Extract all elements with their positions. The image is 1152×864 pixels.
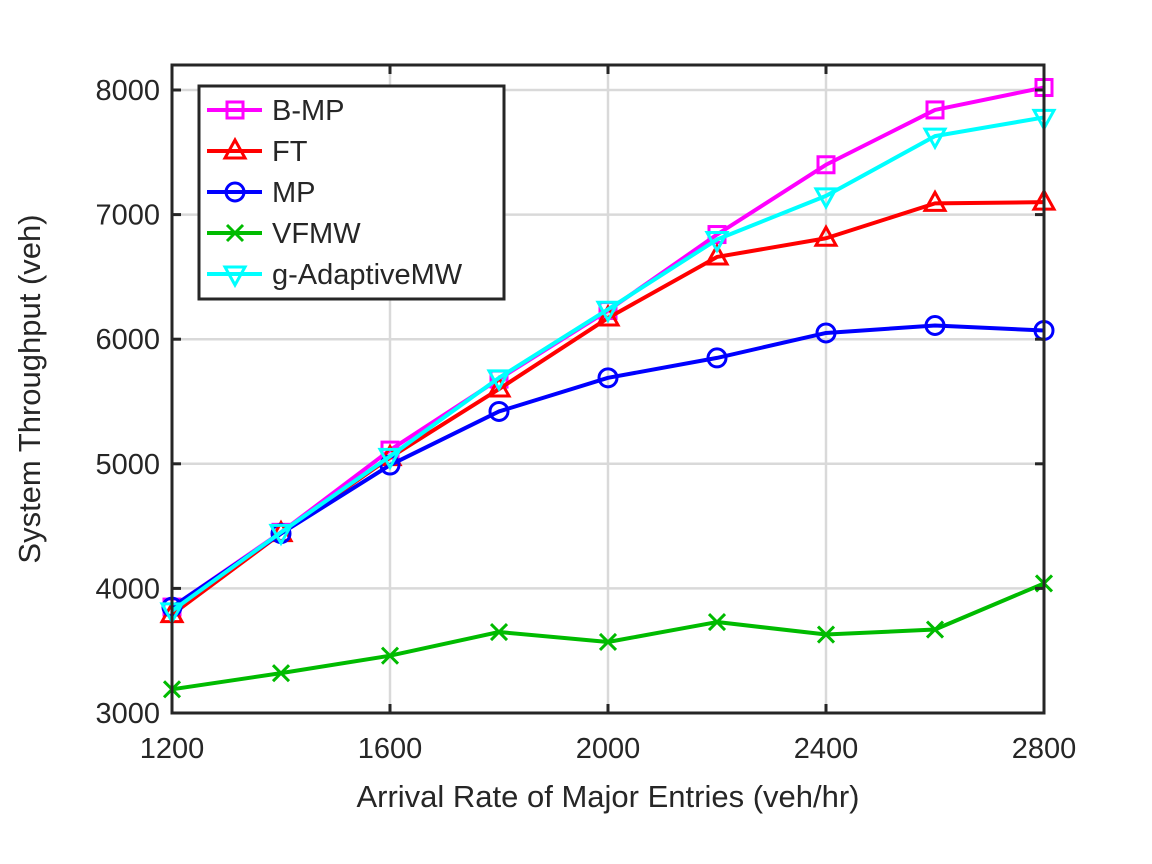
data-point: [488, 400, 510, 422]
y-tick-label: 3000: [95, 698, 160, 730]
legend: B-MP FT MP VFMW g-AdaptiveMW: [197, 84, 506, 301]
data-point: [489, 622, 509, 642]
data-point: [380, 646, 400, 665]
x-axis-label: Arrival Rate of Major Entries (veh/hr): [356, 779, 859, 814]
legend-item: g-AdaptiveMW: [207, 259, 463, 291]
data-point: [813, 187, 839, 210]
x-tick-label: 2800: [1012, 733, 1077, 765]
data-point: [597, 367, 619, 389]
data-point: [271, 664, 291, 683]
data-point: [813, 224, 839, 247]
series-line: [170, 115, 1045, 613]
legend-marker: [222, 265, 248, 289]
legend-label: g-AdaptiveMW: [272, 259, 463, 291]
data-point: [922, 127, 948, 151]
data-point: [486, 374, 512, 398]
x-tick-label: 1600: [358, 733, 423, 765]
data-point: [598, 632, 618, 652]
data-point: [925, 100, 945, 120]
legend-label: VFMW: [272, 218, 361, 250]
x-tick-label: 2400: [794, 733, 859, 765]
y-tick-label: 5000: [95, 449, 160, 481]
legend-label: FT: [272, 136, 308, 168]
legend-marker: [224, 181, 246, 203]
data-point: [486, 369, 512, 392]
data-point: [706, 347, 728, 369]
legend-marker: [225, 100, 245, 120]
series-layer: [159, 78, 1057, 699]
legend-item: B-MP: [207, 95, 345, 127]
data-point: [704, 231, 730, 254]
y-tick-label: 7000: [95, 200, 160, 232]
series-line: [170, 323, 1045, 609]
legend-marker: [225, 223, 245, 243]
series-g-adaptivemw: [159, 108, 1057, 625]
y-tick-label: 8000: [95, 75, 160, 107]
y-tick-label: 4000: [95, 573, 160, 605]
data-point: [595, 303, 621, 327]
data-point: [925, 620, 945, 639]
data-point: [815, 322, 837, 344]
legend-item: VFMW: [207, 218, 361, 250]
x-tick-label: 1200: [140, 733, 205, 765]
data-point: [704, 242, 730, 266]
data-point: [922, 189, 948, 212]
y-axis-label: System Throughput (veh): [12, 214, 47, 563]
data-point: [595, 300, 621, 324]
legend-label: MP: [272, 177, 316, 209]
legend-item: MP: [207, 177, 316, 209]
data-point: [924, 314, 946, 336]
data-point: [816, 625, 836, 644]
data-point: [816, 155, 836, 175]
data-point: [377, 447, 403, 471]
data-point: [707, 612, 727, 632]
legend-label: B-MP: [272, 95, 345, 127]
axis-ticks: 1200 1600 2000 2400 2800 3000 4000 5000 6000 7000…: [95, 65, 1076, 765]
data-point: [268, 523, 294, 547]
x-tick-label: 2000: [576, 733, 641, 765]
legend-marker: [222, 136, 248, 160]
legend-item: FT: [207, 136, 308, 168]
y-tick-label: 6000: [95, 324, 160, 356]
